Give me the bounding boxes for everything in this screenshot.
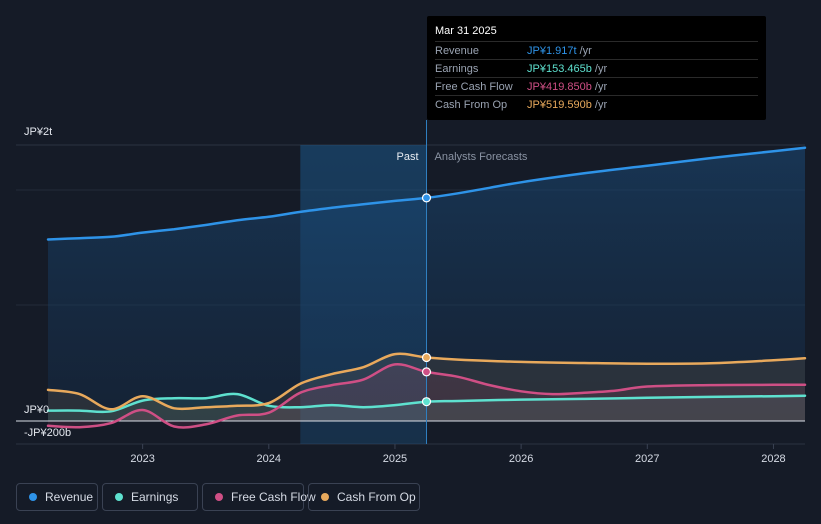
series-markers — [421, 193, 432, 407]
revenue-marker[interactable] — [421, 193, 432, 203]
legend-dot-icon — [115, 493, 123, 501]
cash-from-op-marker[interactable] — [421, 352, 432, 363]
tooltip: Mar 31 2025 Revenue JP¥1.917t /yr Earnin… — [427, 16, 766, 120]
y-bottom-label: -JP¥200b — [24, 427, 71, 439]
free-cash-flow-marker[interactable] — [421, 367, 432, 377]
tooltip-row-cfo: Cash From Op JP¥519.590b /yr — [435, 95, 758, 114]
x-tick-label: 2028 — [761, 453, 785, 465]
x-tick-label: 2025 — [383, 453, 407, 465]
tooltip-value: JP¥1.917t /yr — [527, 45, 592, 57]
legend-label: Free Cash Flow — [231, 490, 316, 504]
x-tick-label: 2026 — [509, 453, 533, 465]
tooltip-row-revenue: Revenue JP¥1.917t /yr — [435, 41, 758, 60]
tooltip-date: Mar 31 2025 — [435, 25, 497, 37]
forecast-label: Analysts Forecasts — [435, 151, 528, 163]
cash-from-op-line — [46, 352, 807, 411]
tooltip-value: JP¥519.590b /yr — [527, 99, 608, 111]
x-tick-label: 2027 — [635, 453, 659, 465]
legend-label: Earnings — [131, 490, 179, 504]
x-tick-label: 2023 — [130, 453, 154, 465]
legend-label: Cash From Op — [337, 490, 416, 504]
earnings-line — [46, 392, 807, 414]
revenue-line — [46, 146, 807, 241]
tooltip-label: Revenue — [435, 45, 480, 57]
legend-dot-icon — [215, 493, 223, 501]
tooltip-row-fcf: Free Cash Flow JP¥419.850b /yr — [435, 77, 758, 96]
legend-label: Revenue — [45, 490, 94, 504]
series-lines — [46, 146, 807, 429]
legend-free-cash-flow[interactable]: Free Cash Flow — [202, 483, 316, 511]
free-cash-flow-line — [46, 363, 807, 429]
tooltip-row-earnings: Earnings JP¥153.465b /yr — [435, 59, 758, 78]
tooltip-label: Cash From Op — [435, 99, 508, 111]
legend-earnings[interactable]: Earnings — [102, 483, 198, 511]
x-tick-label: 2024 — [257, 453, 281, 465]
tooltip-value: JP¥153.465b /yr — [527, 63, 608, 75]
tooltip-label: Free Cash Flow — [435, 81, 513, 93]
legend-revenue[interactable]: Revenue — [16, 483, 98, 511]
tooltip-label: Earnings — [435, 63, 479, 75]
earnings-marker[interactable] — [421, 397, 432, 407]
x-axis: 2023 2024 2025 2026 2027 2028 — [130, 444, 786, 465]
y-top-label: JP¥2t — [24, 126, 52, 138]
legend-dot-icon — [29, 493, 37, 501]
y-zero-label: JP¥0 — [24, 404, 49, 416]
past-label: Past — [396, 151, 418, 163]
legend-cash-from-op[interactable]: Cash From Op — [308, 483, 420, 511]
legend-dot-icon — [321, 493, 329, 501]
tooltip-value: JP¥419.850b /yr — [527, 81, 608, 93]
